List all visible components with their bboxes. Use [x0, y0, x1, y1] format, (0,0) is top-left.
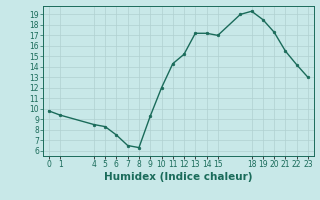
X-axis label: Humidex (Indice chaleur): Humidex (Indice chaleur) — [104, 172, 253, 182]
